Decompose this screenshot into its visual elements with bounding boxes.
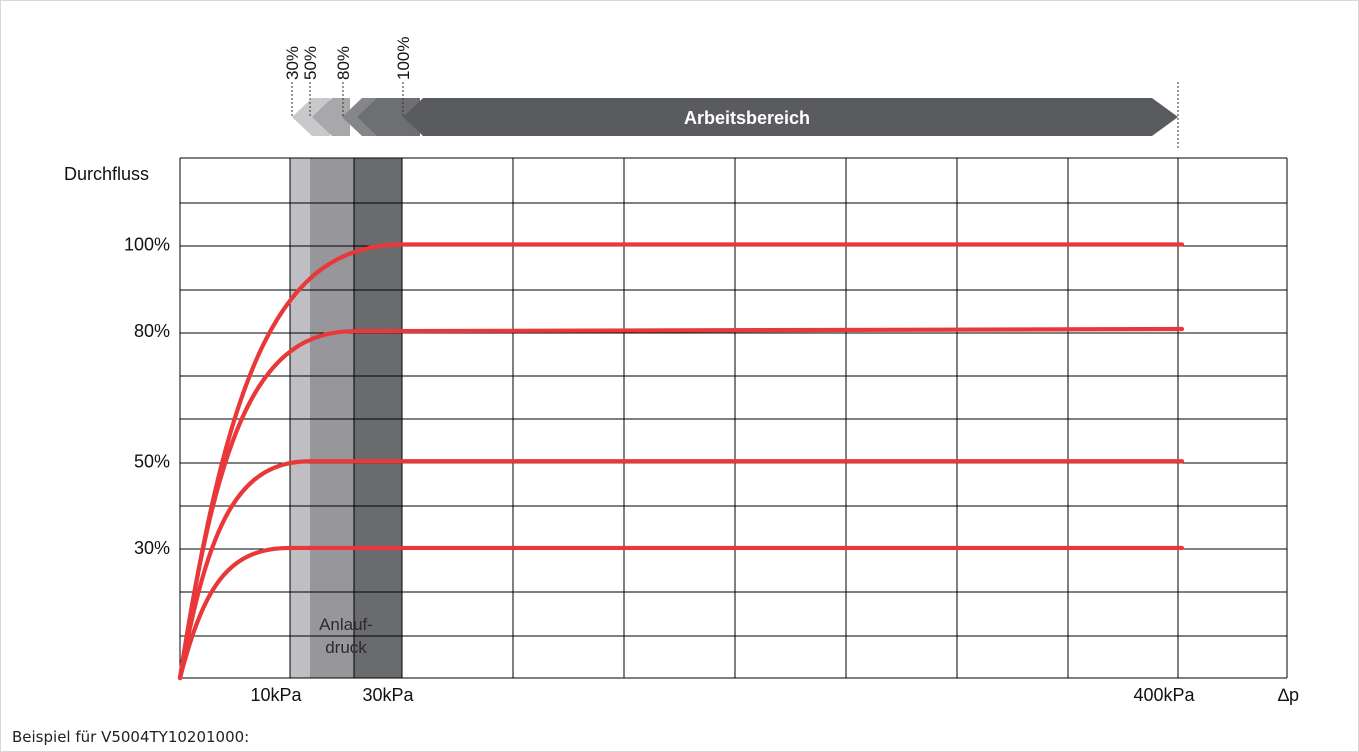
marker-label-50: 50% [301,46,320,80]
y-tick-50: 50% [134,451,170,471]
band-80 [354,158,402,678]
caption: Beispiel für V5004TY10201000: [12,728,250,746]
marker-label-80: 80% [334,46,353,80]
y-tick-80: 80% [134,321,170,341]
arrow-50 [312,98,350,136]
marker-label-100: 100% [394,37,413,80]
y-tick-100: 100% [124,235,170,255]
working-range-label: Arbeitsbereich [684,108,810,128]
band-30 [290,158,310,678]
marker-label-30: 30% [283,46,302,80]
flow-curve-50 [177,459,1185,681]
arrow-30 [292,98,330,136]
x-tick-30kpa: 30kPa [362,685,414,705]
startup-band-label-line1: Anlauf- [319,615,373,634]
working-range-arrows: 30% 50% 80% 100% [283,37,1179,150]
flow-curve-30 [177,545,1185,681]
x-axis-label: ∆p [1278,685,1299,705]
flow-curves [177,242,1185,681]
startup-band-label-line2: druck [325,638,367,657]
y-axis-label: Durchfluss [64,164,149,184]
startup-band [290,158,402,678]
arrow-90 [357,98,420,136]
x-tick-400kpa: 400kPa [1133,685,1195,705]
chart-labels: Durchfluss ∆p Arbeitsbereich Anlauf- dru… [64,108,1299,705]
y-tick-30: 30% [134,538,170,558]
flow-curve-100 [177,242,1185,681]
arrow-working-range [403,98,1178,136]
x-tick-10kpa: 10kPa [250,685,302,705]
band-50 [310,158,354,678]
